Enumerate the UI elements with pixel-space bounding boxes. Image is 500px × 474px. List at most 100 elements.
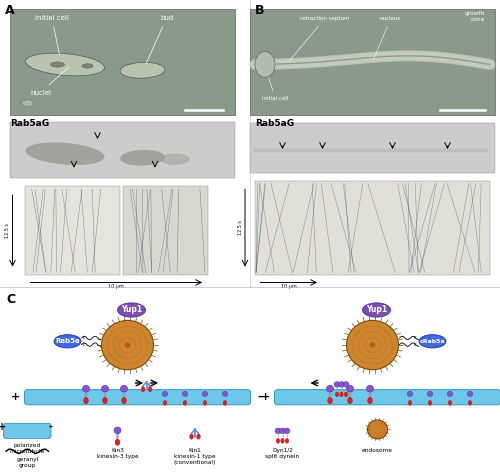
Text: +: + [0, 422, 6, 432]
Text: retraction septum: retraction septum [290, 16, 350, 61]
Ellipse shape [276, 438, 280, 443]
Circle shape [102, 385, 108, 392]
Circle shape [407, 392, 413, 396]
Bar [25, 186, 120, 275]
Circle shape [448, 392, 453, 396]
Text: growth
cone: growth cone [465, 11, 485, 22]
Circle shape [326, 385, 334, 392]
Text: nucleus: nucleus [374, 16, 401, 59]
Text: -: - [48, 422, 52, 432]
Text: Kin1
kinesin-1 type
(conventional): Kin1 kinesin-1 type (conventional) [174, 448, 216, 465]
Text: Rab5aG: Rab5aG [10, 119, 49, 128]
Circle shape [222, 392, 228, 396]
Circle shape [114, 427, 121, 434]
Text: initial cell: initial cell [262, 77, 289, 101]
FancyBboxPatch shape [274, 390, 500, 405]
Ellipse shape [122, 397, 126, 404]
Circle shape [366, 385, 374, 392]
Text: initial cell: initial cell [35, 15, 69, 55]
Text: cRab5a: cRab5a [420, 339, 446, 344]
Ellipse shape [163, 401, 167, 405]
Text: c: c [414, 342, 416, 347]
Ellipse shape [362, 303, 390, 317]
Circle shape [334, 382, 340, 387]
Circle shape [162, 392, 168, 396]
Text: c: c [414, 336, 416, 340]
Circle shape [427, 392, 433, 396]
Ellipse shape [448, 401, 452, 405]
FancyBboxPatch shape [24, 390, 250, 405]
Circle shape [120, 385, 128, 392]
Ellipse shape [348, 397, 352, 404]
Ellipse shape [115, 439, 120, 446]
Circle shape [346, 385, 354, 392]
Ellipse shape [120, 62, 165, 78]
Circle shape [284, 428, 290, 434]
Text: endosome: endosome [362, 448, 393, 454]
Bar [250, 9, 495, 115]
Text: A: A [5, 4, 15, 18]
Text: c: c [82, 336, 85, 340]
Circle shape [346, 320, 399, 370]
Ellipse shape [281, 438, 284, 443]
Circle shape [124, 342, 130, 348]
Circle shape [338, 382, 344, 387]
Circle shape [202, 392, 207, 396]
Text: -: - [258, 392, 262, 402]
Ellipse shape [26, 53, 104, 76]
Text: c: c [82, 342, 85, 347]
Ellipse shape [118, 303, 146, 317]
FancyBboxPatch shape [4, 423, 51, 438]
Text: 12.5 s: 12.5 s [5, 223, 10, 238]
Text: Dyn1/2
split dynein: Dyn1/2 split dynein [266, 448, 300, 459]
Ellipse shape [120, 150, 165, 165]
Ellipse shape [408, 401, 412, 405]
Text: C: C [6, 293, 15, 306]
Ellipse shape [82, 64, 93, 68]
Text: +: + [10, 392, 20, 402]
Bar [250, 123, 495, 173]
Circle shape [343, 382, 349, 387]
Text: geranyl
group: geranyl group [16, 457, 38, 468]
Text: 12.5 s: 12.5 s [238, 220, 242, 236]
Bar [122, 186, 208, 275]
Text: +: + [260, 392, 270, 402]
Circle shape [82, 385, 89, 392]
Ellipse shape [148, 387, 152, 392]
Ellipse shape [190, 434, 193, 439]
Circle shape [370, 342, 376, 348]
Ellipse shape [285, 438, 289, 443]
Ellipse shape [50, 62, 64, 67]
Text: Yup1: Yup1 [121, 306, 142, 314]
Circle shape [280, 428, 285, 434]
Circle shape [275, 428, 281, 434]
Bar [10, 122, 235, 178]
Ellipse shape [160, 154, 190, 165]
Ellipse shape [203, 401, 207, 405]
Text: 10 μm: 10 μm [108, 284, 124, 289]
Ellipse shape [335, 392, 339, 397]
Ellipse shape [26, 142, 104, 165]
Ellipse shape [142, 387, 145, 392]
Text: nuclei: nuclei [30, 68, 68, 96]
Bar [10, 9, 235, 115]
Ellipse shape [328, 397, 332, 404]
Ellipse shape [340, 392, 343, 397]
Ellipse shape [468, 401, 472, 405]
Ellipse shape [419, 335, 446, 348]
Text: Rab5a: Rab5a [55, 338, 80, 344]
Text: bud: bud [146, 15, 174, 64]
Ellipse shape [183, 401, 187, 405]
Circle shape [467, 392, 473, 396]
Bar [255, 181, 490, 275]
Ellipse shape [103, 397, 107, 404]
Circle shape [102, 320, 154, 370]
Ellipse shape [428, 401, 432, 405]
Text: Yup1: Yup1 [366, 306, 387, 314]
Text: polarized
microtubule: polarized microtubule [10, 443, 45, 454]
Ellipse shape [255, 52, 275, 77]
Ellipse shape [197, 434, 200, 439]
Ellipse shape [344, 392, 348, 397]
Text: B: B [255, 4, 264, 18]
Circle shape [368, 420, 388, 439]
